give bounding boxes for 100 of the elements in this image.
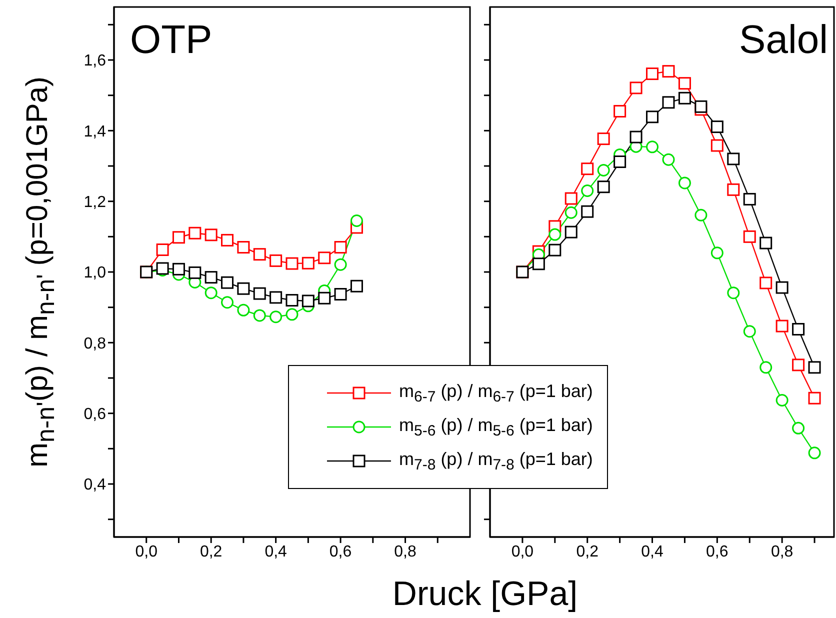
point <box>350 280 363 292</box>
point <box>743 192 756 206</box>
point <box>350 214 363 228</box>
point <box>727 152 740 166</box>
legend-label: m$_{5-6}$ (p) / m$_{5-6}$ (p=1 bar) <box>399 414 593 440</box>
point <box>662 65 675 78</box>
point <box>237 241 250 254</box>
point <box>318 252 331 264</box>
point <box>334 288 347 301</box>
point <box>776 394 788 407</box>
point <box>727 183 740 196</box>
x-tick-label: 0,6 <box>706 543 728 560</box>
point <box>172 231 185 244</box>
point <box>204 228 218 242</box>
point <box>743 230 756 243</box>
point <box>334 258 347 271</box>
point <box>694 100 708 113</box>
y-tick-label: 1,4 <box>84 123 106 140</box>
point <box>808 392 821 404</box>
point <box>253 248 266 261</box>
point <box>581 205 594 218</box>
point <box>597 164 610 176</box>
x-tick-label: 0,8 <box>394 543 416 560</box>
point <box>318 292 331 304</box>
point <box>188 266 202 279</box>
point <box>237 304 250 316</box>
point <box>532 258 545 270</box>
point <box>662 153 675 166</box>
point <box>564 226 578 238</box>
point <box>808 446 821 460</box>
y-tick-label: 0,6 <box>84 406 106 424</box>
point <box>548 228 562 241</box>
point <box>694 208 708 222</box>
point <box>156 243 169 256</box>
point <box>286 294 298 307</box>
legend-label: m$_{6-7}$ (p) / m$_{6-7}$ (p=1 bar) <box>399 380 593 406</box>
point <box>776 320 788 332</box>
x-axis-title: Druck [GPa] <box>391 574 579 614</box>
point <box>270 254 282 267</box>
legend-label: m$_{7-8}$ (p) / m$_{7-8}$ (p=1 bar) <box>399 448 593 474</box>
point <box>743 325 756 338</box>
point <box>760 236 772 250</box>
point <box>630 130 642 144</box>
y-tick-label: 0,4 <box>84 476 106 494</box>
x-tick-label: 0,2 <box>576 543 599 560</box>
x-tick-label: 0,4 <box>264 543 288 560</box>
point <box>678 77 691 90</box>
point <box>548 244 562 256</box>
point <box>286 257 298 270</box>
point <box>678 92 691 104</box>
point <box>204 286 218 300</box>
point <box>286 308 298 321</box>
point <box>188 226 202 240</box>
y-tick-label: 1,2 <box>84 194 106 212</box>
x-tick-label: 0,2 <box>200 543 222 560</box>
point <box>581 184 594 197</box>
point <box>597 180 610 194</box>
point <box>204 271 218 284</box>
point <box>564 206 578 219</box>
point <box>792 322 805 336</box>
x-tick-label: 0,8 <box>770 543 794 560</box>
point <box>614 104 626 118</box>
point <box>776 281 788 294</box>
point <box>646 110 659 124</box>
point <box>710 120 724 134</box>
point <box>270 291 282 304</box>
point <box>253 287 266 300</box>
point <box>172 262 185 276</box>
point <box>302 294 314 308</box>
point <box>334 241 347 254</box>
point <box>808 361 821 374</box>
point <box>710 246 724 260</box>
x-tick-label: 0,6 <box>329 543 352 560</box>
point <box>678 176 691 190</box>
chart-title: Salol <box>739 18 828 62</box>
point <box>646 140 659 154</box>
point <box>614 156 626 168</box>
point <box>237 282 250 295</box>
point <box>221 276 234 289</box>
point <box>564 192 578 205</box>
point <box>221 234 234 246</box>
x-tick-label: 0,0 <box>135 543 158 560</box>
point <box>253 309 266 322</box>
point <box>221 296 234 309</box>
x-tick-label: 0,0 <box>511 543 534 560</box>
x-tick-label: 0,4 <box>641 543 664 560</box>
point <box>302 256 314 270</box>
y-tick-label: 0,8 <box>84 335 106 352</box>
point <box>760 361 772 374</box>
y-tick-label: 1,6 <box>84 52 106 70</box>
point <box>597 132 610 146</box>
chart-title: OTP <box>130 18 212 62</box>
point <box>727 286 740 300</box>
point <box>662 96 675 109</box>
point <box>760 276 772 290</box>
point <box>710 139 724 152</box>
point <box>792 422 805 434</box>
point <box>630 82 642 94</box>
y-tick-label: 1,0 <box>84 264 106 282</box>
point <box>792 358 805 372</box>
